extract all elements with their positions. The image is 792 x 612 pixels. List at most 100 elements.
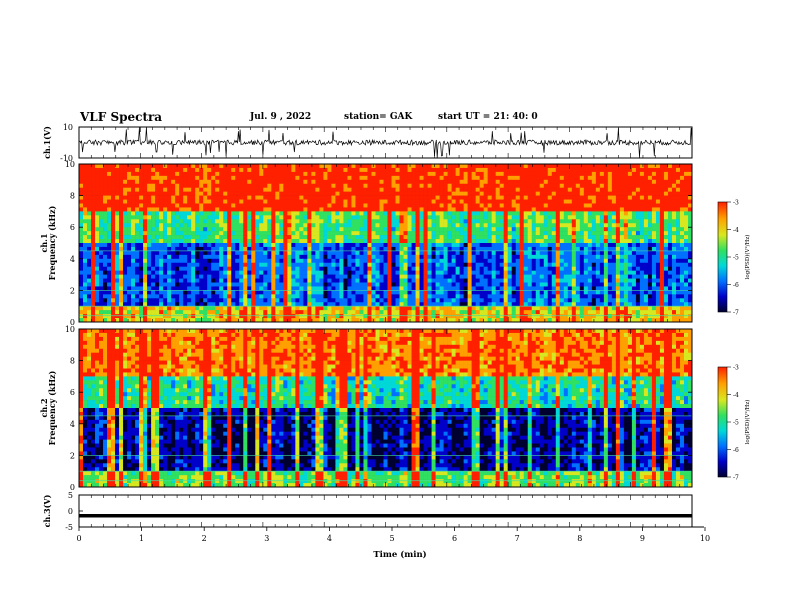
spectrogram-cell: [159, 235, 164, 240]
spectrogram-cell: [395, 183, 400, 188]
spectrogram-cell: [575, 191, 581, 196]
spectrogram-cell: [507, 262, 513, 267]
spectrogram-cell: [391, 175, 396, 181]
spectrogram-cell: [483, 258, 488, 264]
spectrogram-cell: [411, 235, 416, 240]
spectrogram-cell: [203, 254, 208, 260]
spectrogram-cell: [403, 258, 408, 264]
spectrogram-cell: [667, 274, 673, 279]
spectrogram-cell: [295, 282, 300, 287]
spectrogram-cell: [499, 231, 504, 236]
spectrogram-cell: [571, 203, 577, 208]
spectrogram-cell: [139, 207, 144, 212]
spectrogram-cell: [99, 203, 104, 208]
spectrogram-cell: [343, 195, 348, 200]
spectrogram-cell: [99, 207, 104, 212]
spectrogram-cell: [223, 243, 228, 248]
spectrogram-cell: [415, 262, 420, 267]
spectrogram-cell: [187, 231, 192, 236]
spectrogram-cell: [651, 231, 657, 236]
spectrogram-cell: [535, 274, 541, 279]
spectrogram-cell: [403, 274, 408, 279]
spectrogram-cell: [259, 266, 264, 271]
spectrogram-cell: [187, 219, 192, 224]
spectrogram-cell: [115, 211, 120, 216]
spectrogram-cell: [183, 207, 188, 212]
spectrogram-cell: [439, 183, 444, 188]
spectrogram-cell: [531, 254, 537, 260]
spectrogram-cell: [275, 227, 280, 232]
spectrogram-cell: [515, 175, 521, 181]
spectrogram-cell: [419, 203, 424, 208]
spectrogram-cell: [595, 278, 601, 283]
spectrogram-cell: [395, 254, 400, 260]
spectrogram-cell: [283, 282, 288, 287]
spectrogram-cell: [591, 243, 597, 248]
spectrogram-cell: [219, 235, 224, 240]
spectrogram-cell: [83, 270, 88, 275]
spectrogram-cell: [359, 183, 364, 188]
spectrogram-cell: [683, 246, 689, 252]
spectrogram-cell: [439, 278, 444, 283]
spectrogram-cell: [375, 207, 380, 212]
spectrogram-cell: [659, 258, 665, 264]
spectrogram-cell: [215, 183, 220, 188]
spectrogram-cell: [267, 290, 272, 295]
spectrogram-cell: [391, 246, 396, 252]
spectrogram-cell: [235, 266, 240, 271]
spectrogram-cell: [599, 191, 605, 196]
spectrogram-cell: [551, 183, 557, 188]
spectrogram-cell: [579, 243, 585, 248]
spectrogram-cell: [127, 179, 132, 185]
spectrogram-cell: [283, 207, 288, 212]
spectrogram-cell: [567, 250, 573, 256]
spectrogram-cell: [263, 231, 268, 236]
spectrogram-cell: [271, 191, 276, 196]
spectrogram-cell: [379, 235, 384, 240]
spectrogram-cell: [247, 171, 252, 177]
spectrogram-cell: [643, 187, 649, 192]
spectrogram-cell: [639, 250, 645, 256]
spectrogram-cell: [619, 235, 625, 240]
spectrogram-cell: [139, 227, 144, 232]
spectrogram-cell: [211, 286, 216, 291]
spectrogram-cell: [671, 274, 677, 279]
spectrogram-cell: [435, 215, 440, 220]
spectrogram-cell: [315, 195, 320, 200]
spectrogram-cell: [519, 179, 525, 185]
spectrogram-cell: [403, 239, 408, 244]
spectrogram-cell: [387, 167, 392, 173]
spectrogram-cell: [435, 183, 440, 188]
spectrogram-cell: [171, 250, 176, 256]
spectrogram-cell: [391, 258, 396, 264]
spectrogram-cell: [275, 215, 280, 220]
spectrogram-cell: [355, 183, 360, 188]
spectrogram-cell: [559, 219, 565, 224]
spectrogram-cell: [607, 183, 613, 188]
spectrogram-cell: [531, 167, 537, 173]
spectrogram-cell: [587, 191, 593, 196]
spectrogram-cell: [527, 187, 533, 192]
spectrogram-cell: [479, 270, 484, 275]
spectrogram-cell: [331, 219, 336, 224]
spectrogram-cell: [387, 164, 392, 169]
spectrogram-cell: [443, 258, 448, 264]
spectrogram-cell: [211, 179, 216, 185]
spectrogram-cell: [327, 211, 332, 216]
spectrogram-cell: [235, 223, 240, 228]
spectrogram-cell: [667, 246, 673, 252]
spectrogram-cell: [587, 274, 593, 279]
spectrogram-cell: [627, 195, 633, 200]
spectrogram-cell: [347, 171, 352, 177]
spectrogram-cell: [495, 231, 500, 236]
spectrogram-cell: [131, 187, 136, 192]
spectrogram-cell: [191, 195, 196, 200]
spectrogram-cell: [279, 266, 284, 271]
spectrogram-cell: [427, 270, 432, 275]
spectrogram-cell: [467, 167, 472, 173]
spectrogram-cell: [543, 164, 549, 169]
spectrogram-cell: [475, 270, 480, 275]
spectrogram-cell: [367, 223, 372, 228]
spectrogram-cell: [287, 243, 292, 248]
